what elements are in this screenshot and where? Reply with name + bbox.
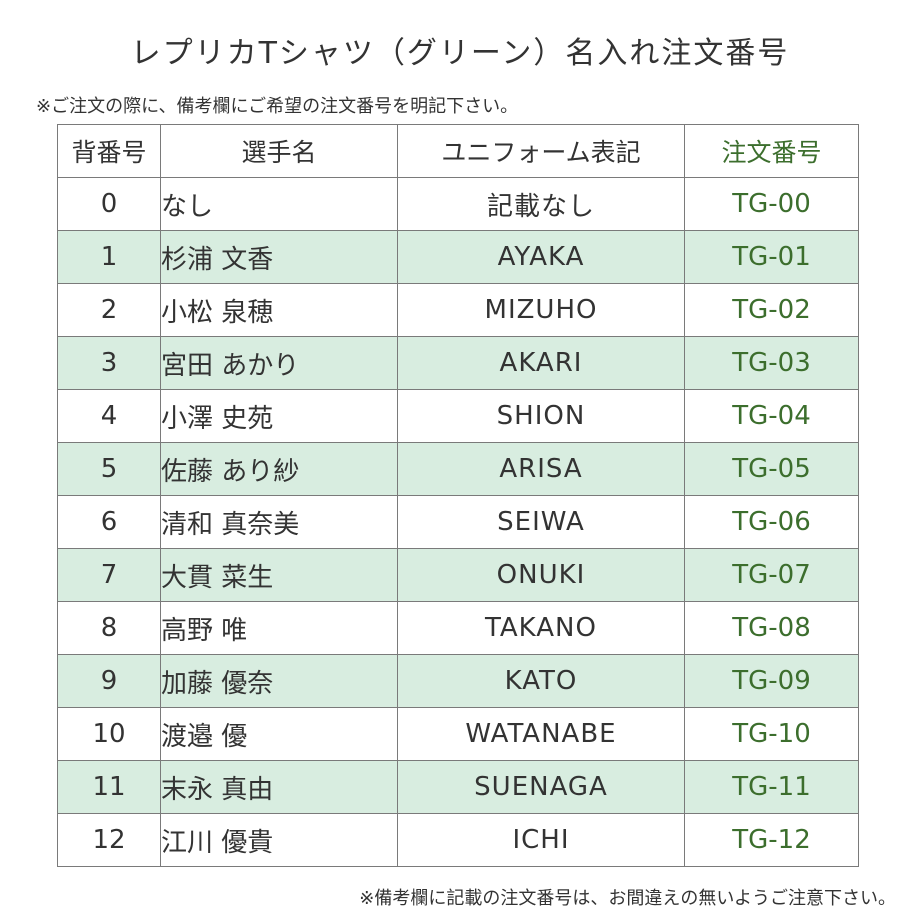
row-uniform-name: KATO: [397, 654, 685, 708]
row-uniform-name: AKARI: [397, 336, 685, 390]
row-order-number: TG-03: [684, 336, 859, 390]
row-order-number: TG-12: [684, 813, 859, 867]
row-number: 2: [57, 283, 161, 337]
table-row: 12 江川 優貴 ICHI TG-12: [57, 813, 859, 867]
row-number: 10: [57, 707, 161, 761]
table-row: 2 小松 泉穂 MIZUHO TG-02: [57, 283, 859, 337]
table-row: 1 杉浦 文香 AYAKA TG-01: [57, 230, 859, 284]
row-order-number: TG-08: [684, 601, 859, 655]
row-player-name: なし: [160, 177, 398, 231]
row-uniform-name: WATANABE: [397, 707, 685, 761]
row-order-number: TG-07: [684, 548, 859, 602]
order-instruction-note: ※ご注文の際に、備考欄にご希望の注文番号を明記下さい。: [36, 96, 519, 117]
row-uniform-name: ICHI: [397, 813, 685, 867]
row-number: 7: [57, 548, 161, 602]
row-player-name: 江川 優貴: [160, 813, 398, 867]
row-order-number: TG-06: [684, 495, 859, 549]
row-player-name: 高野 唯: [160, 601, 398, 655]
row-player-name: 加藤 優奈: [160, 654, 398, 708]
page-title: レプリカTシャツ（グリーン）名入れ注文番号: [130, 36, 790, 71]
table-row: 10 渡邉 優 WATANABE TG-10: [57, 707, 859, 761]
table-row: 6 清和 真奈美 SEIWA TG-06: [57, 495, 859, 549]
order-number-table: 背番号 選手名 ユニフォーム表記 注文番号 0 なし 記載なし TG-00 1 杉浦 文香…: [57, 124, 859, 867]
row-player-name: 末永 真由: [160, 760, 398, 814]
row-number: 6: [57, 495, 161, 549]
header-uniform: ユニフォーム表記: [397, 124, 685, 178]
row-order-number: TG-05: [684, 442, 859, 496]
table-row: 9 加藤 優奈 KATO TG-09: [57, 654, 859, 708]
row-uniform-name: SHION: [397, 389, 685, 443]
table-row: 11 末永 真由 SUENAGA TG-11: [57, 760, 859, 814]
row-player-name: 清和 真奈美: [160, 495, 398, 549]
row-number: 9: [57, 654, 161, 708]
header-order-number: 注文番号: [684, 124, 859, 178]
row-order-number: TG-10: [684, 707, 859, 761]
table-row: 3 宮田 あかり AKARI TG-03: [57, 336, 859, 390]
row-player-name: 小松 泉穂: [160, 283, 398, 337]
row-number: 11: [57, 760, 161, 814]
row-order-number: TG-01: [684, 230, 859, 284]
row-uniform-name: SUENAGA: [397, 760, 685, 814]
row-number: 3: [57, 336, 161, 390]
row-player-name: 小澤 史苑: [160, 389, 398, 443]
row-uniform-name: 記載なし: [397, 177, 685, 231]
row-player-name: 大貫 菜生: [160, 548, 398, 602]
row-number: 8: [57, 601, 161, 655]
row-uniform-name: TAKANO: [397, 601, 685, 655]
table-row: 8 高野 唯 TAKANO TG-08: [57, 601, 859, 655]
header-number: 背番号: [57, 124, 161, 178]
row-order-number: TG-11: [684, 760, 859, 814]
row-uniform-name: MIZUHO: [397, 283, 685, 337]
row-number: 1: [57, 230, 161, 284]
row-order-number: TG-04: [684, 389, 859, 443]
row-number: 5: [57, 442, 161, 496]
table-row: 4 小澤 史苑 SHION TG-04: [57, 389, 859, 443]
table-header-row: 背番号 選手名 ユニフォーム表記 注文番号: [57, 124, 859, 178]
row-player-name: 渡邉 優: [160, 707, 398, 761]
table-body: 0 なし 記載なし TG-00 1 杉浦 文香 AYAKA TG-01 2 小松 泉穂 MIZUHO…: [57, 177, 859, 867]
header-player: 選手名: [160, 124, 398, 178]
row-uniform-name: AYAKA: [397, 230, 685, 284]
row-order-number: TG-00: [684, 177, 859, 231]
row-number: 4: [57, 389, 161, 443]
row-order-number: TG-09: [684, 654, 859, 708]
table-row: 7 大貫 菜生 ONUKI TG-07: [57, 548, 859, 602]
row-number: 0: [57, 177, 161, 231]
row-uniform-name: ARISA: [397, 442, 685, 496]
row-number: 12: [57, 813, 161, 867]
table-row: 5 佐藤 あり紗 ARISA TG-05: [57, 442, 859, 496]
row-order-number: TG-02: [684, 283, 859, 337]
table-row: 0 なし 記載なし TG-00: [57, 177, 859, 231]
row-player-name: 佐藤 あり紗: [160, 442, 398, 496]
row-player-name: 杉浦 文香: [160, 230, 398, 284]
row-uniform-name: SEIWA: [397, 495, 685, 549]
row-player-name: 宮田 あかり: [160, 336, 398, 390]
row-uniform-name: ONUKI: [397, 548, 685, 602]
caution-note: ※備考欄に記載の注文番号は、お間違えの無いようご注意下さい。: [359, 888, 896, 909]
